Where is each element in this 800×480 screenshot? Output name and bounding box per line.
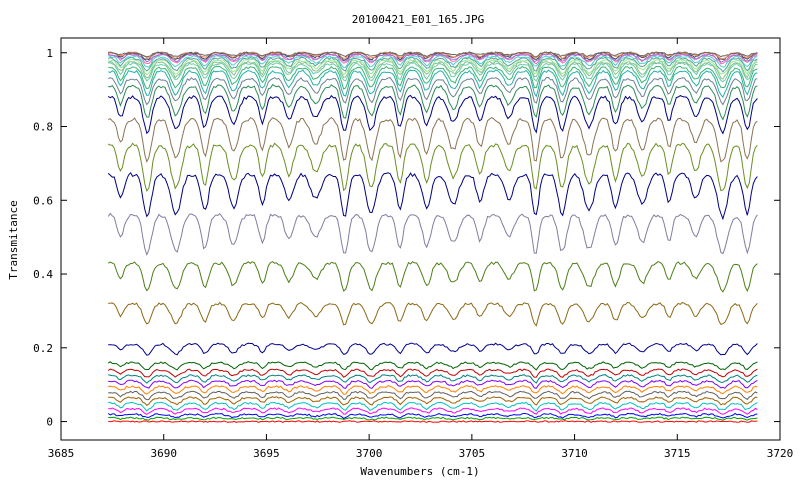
spectrum-series-line <box>108 301 758 327</box>
spectrum-series-line <box>108 416 758 421</box>
spectrum-series-line <box>107 171 758 221</box>
x-tick-label: 3715 <box>664 447 691 460</box>
y-tick-label: 0.8 <box>33 121 53 134</box>
spectrum-series-line <box>108 62 758 83</box>
spectrum-series-line <box>107 361 758 371</box>
spectrum-series-line <box>108 420 758 423</box>
x-tick-label: 3710 <box>561 447 588 460</box>
spectrum-series-line <box>108 342 758 356</box>
spectrum-series-line <box>107 53 758 63</box>
spectrum-series-line <box>108 55 758 69</box>
x-tick-label: 3720 <box>767 447 794 460</box>
spectrum-series-line <box>108 401 758 412</box>
chart-title: 20100421_E01_165.JPG <box>352 13 484 26</box>
spectrum-series-line <box>108 385 758 395</box>
spectrum-series-line <box>108 116 758 163</box>
x-axis-label: Wavenumbers (cm-1) <box>360 465 479 478</box>
spectrum-series-line <box>108 76 758 106</box>
spectrum-series-line <box>108 58 758 76</box>
y-axis-label: Transmitance <box>7 200 20 279</box>
spectrum-series-line <box>107 412 758 419</box>
x-tick-label: 3690 <box>150 447 177 460</box>
x-tick-label: 3695 <box>253 447 280 460</box>
x-tick-label: 3685 <box>48 447 75 460</box>
series-layer <box>107 51 758 423</box>
y-tick-label: 0.4 <box>33 268 53 281</box>
spectrum-series-line <box>107 94 758 135</box>
spectrum-series-line <box>107 261 758 293</box>
y-tick-label: 0 <box>46 416 53 429</box>
spectrum-series-line <box>107 368 758 378</box>
spectrum-series-line <box>108 69 758 99</box>
plot-frame <box>60 37 781 441</box>
spectrum-series-line <box>107 60 758 80</box>
x-tick-label: 3700 <box>356 447 383 460</box>
x-tick-label: 3705 <box>459 447 486 460</box>
spectrum-series-line <box>108 396 758 406</box>
spectrum-series-line <box>107 212 758 256</box>
spectrum-series-line <box>108 379 758 389</box>
y-tick-label: 0.2 <box>33 342 53 355</box>
spectrum-series-line <box>108 83 758 121</box>
spectrum-series-line <box>108 407 758 415</box>
y-tick-label: 1 <box>46 47 53 60</box>
spectrum-series-line <box>108 390 758 401</box>
spectrum-series-line <box>107 51 758 58</box>
x-axis-ticks: 3685 3690 3695 3700 3705 3710 3715 3720 <box>48 38 794 460</box>
spectrum-series-line <box>108 374 758 384</box>
spectrum-series-line <box>108 65 758 90</box>
y-axis-ticks: 0 0.2 0.4 0.6 0.8 1 <box>33 47 780 429</box>
spectrum-series-line <box>107 142 758 193</box>
y-tick-label: 0.6 <box>33 194 53 207</box>
